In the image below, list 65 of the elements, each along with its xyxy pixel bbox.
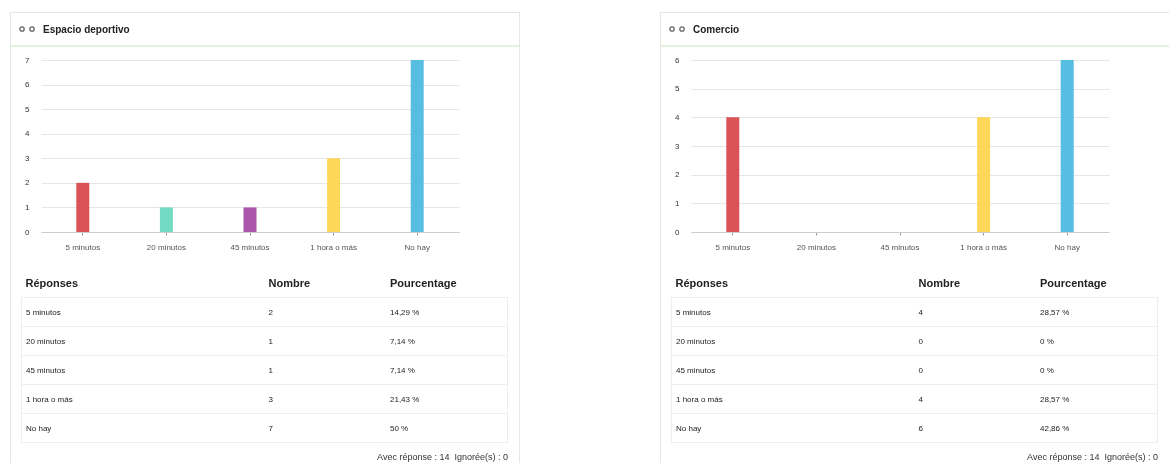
y-tick-label: 1 <box>25 202 31 212</box>
x-tick-label: 20 minutos <box>146 242 186 252</box>
y-tick-label: 0 <box>25 227 31 237</box>
text: Nombre <box>917 276 962 291</box>
text: 50 % <box>386 413 508 443</box>
text: Pourcentage <box>389 276 458 291</box>
text: 2 <box>264 297 386 327</box>
y-tick-label: 5 <box>25 104 31 114</box>
x-tick-label: 20 minutos <box>796 242 836 252</box>
chart-title: Comercio <box>693 23 740 35</box>
y-tick-label: 6 <box>675 55 681 65</box>
text: 0 <box>914 326 1036 356</box>
x-tick-label: No hay <box>1054 242 1080 252</box>
text: Nombre <box>267 276 312 291</box>
y-tick-label: 7 <box>25 55 31 65</box>
y-tick-label: 3 <box>25 153 31 163</box>
text: 0 <box>914 355 1036 385</box>
text: 42,86 % <box>1036 413 1158 443</box>
text: 3 <box>264 384 386 414</box>
x-tick-label: 1 hora o más <box>310 242 357 252</box>
text: 0 % <box>1036 355 1158 385</box>
x-tick-label: No hay <box>404 242 430 252</box>
text: 28,57 % <box>1036 384 1158 414</box>
y-tick-label: 6 <box>25 80 31 90</box>
y-tick-label: 2 <box>25 178 31 188</box>
category-label: 1 hora o más <box>676 394 723 404</box>
text: Pourcentage <box>1039 276 1108 291</box>
y-tick-label: 2 <box>675 170 681 180</box>
category-label: 1 hora o más <box>26 394 73 404</box>
x-tick-label: 5 minutos <box>65 242 101 252</box>
text: 7 <box>264 413 386 443</box>
category-label: 20 minutos <box>676 336 716 346</box>
y-tick-label: 4 <box>675 112 681 122</box>
y-tick-label: 3 <box>675 141 681 151</box>
category-label: No hay <box>676 423 702 433</box>
text: 28,57 % <box>1036 297 1158 327</box>
category-label: 20 minutos <box>26 336 66 346</box>
chart-title: Espacio deportivo <box>43 23 130 35</box>
y-tick-label: 0 <box>675 227 681 237</box>
text: Avec réponse : 14 Ignorée(s) : 0 <box>376 452 508 462</box>
y-tick-label: 4 <box>25 129 31 139</box>
category-label: 5 minutos <box>26 307 61 317</box>
text: 0 % <box>1036 326 1158 356</box>
y-tick-label: 1 <box>675 198 681 208</box>
category-label: 5 minutos <box>676 307 711 317</box>
x-tick-label: 5 minutos <box>715 242 751 252</box>
category-label: 45 minutos <box>676 365 716 375</box>
text: 4 <box>914 384 1036 414</box>
text: Avec réponse : 14 Ignorée(s) : 0 <box>1026 452 1158 462</box>
text: 7,14 % <box>386 355 508 385</box>
text: 21,43 % <box>386 384 508 414</box>
text: 7,14 % <box>386 326 508 356</box>
category-label: 45 minutos <box>26 365 66 375</box>
text: Réponses <box>674 276 730 291</box>
x-tick-label: 1 hora o más <box>960 242 1007 252</box>
text: 14,29 % <box>386 297 508 327</box>
text: 1 <box>264 326 386 356</box>
text: Réponses <box>24 276 80 291</box>
text: 6 <box>914 413 1036 443</box>
text: 1 <box>264 355 386 385</box>
y-tick-label: 5 <box>675 84 681 94</box>
text: 4 <box>914 297 1036 327</box>
category-label: No hay <box>26 423 52 433</box>
x-tick-label: 45 minutos <box>880 242 920 252</box>
x-tick-label: 45 minutos <box>230 242 270 252</box>
